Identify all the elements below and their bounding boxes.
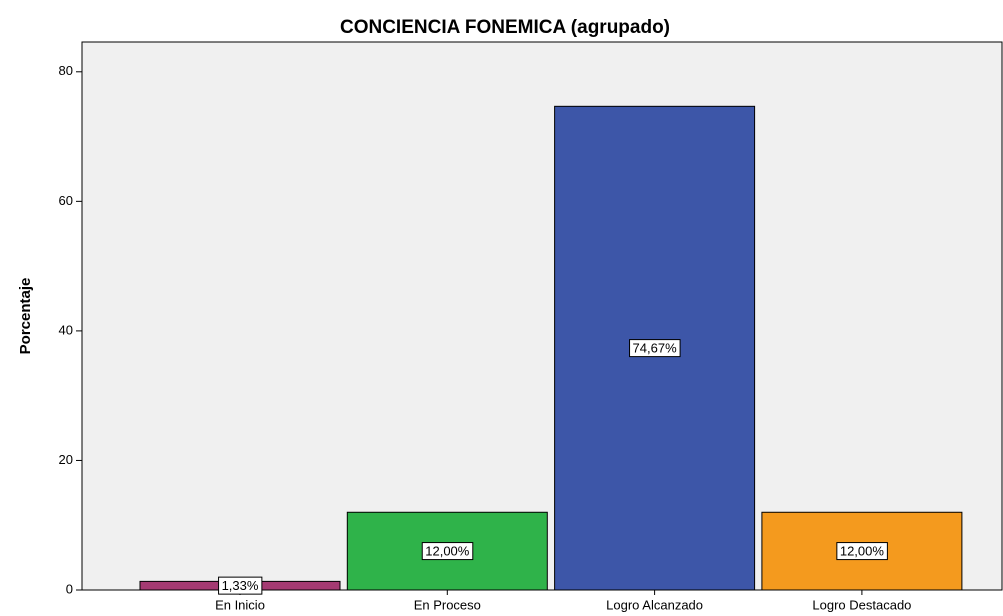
- value-label: 12,00%: [425, 544, 470, 559]
- value-label: 74,67%: [633, 341, 678, 356]
- y-tick-label: 0: [66, 581, 73, 596]
- plot-area: [81, 41, 1003, 591]
- y-tick-label: 80: [59, 63, 73, 78]
- value-label-box: [218, 576, 263, 595]
- x-tick-label: Logro Destacado: [812, 597, 911, 612]
- value-label-box: [421, 542, 474, 561]
- chart-title: CONCIENCIA FONEMICA (agrupado): [340, 17, 670, 38]
- x-tick-label: En Inicio: [215, 597, 265, 612]
- y-axis-label: Porcentaje: [17, 278, 34, 355]
- y-tick-label: 40: [59, 322, 73, 337]
- y-tick-label: 20: [59, 452, 73, 467]
- y-tick-label: 60: [59, 193, 73, 208]
- value-label: 12,00%: [840, 544, 885, 559]
- value-label-box: [629, 339, 681, 358]
- x-tick-label: En Proceso: [414, 597, 481, 612]
- value-label-box: [836, 542, 888, 561]
- value-label: 1,33%: [222, 578, 259, 593]
- x-tick-label: Logro Alcanzado: [606, 597, 703, 612]
